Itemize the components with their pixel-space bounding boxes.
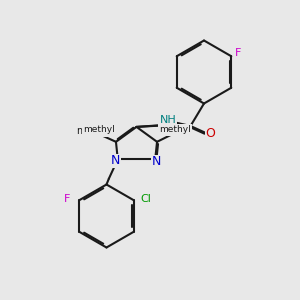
Text: methyl: methyl — [76, 126, 110, 136]
Text: O: O — [206, 127, 215, 140]
Text: N: N — [152, 155, 161, 168]
Text: F: F — [63, 194, 70, 204]
Text: F: F — [235, 47, 241, 58]
Text: methyl: methyl — [84, 125, 115, 134]
Text: N: N — [111, 154, 120, 167]
Text: Cl: Cl — [140, 194, 151, 204]
Text: NH: NH — [160, 115, 176, 125]
Text: methyl: methyl — [159, 125, 191, 134]
